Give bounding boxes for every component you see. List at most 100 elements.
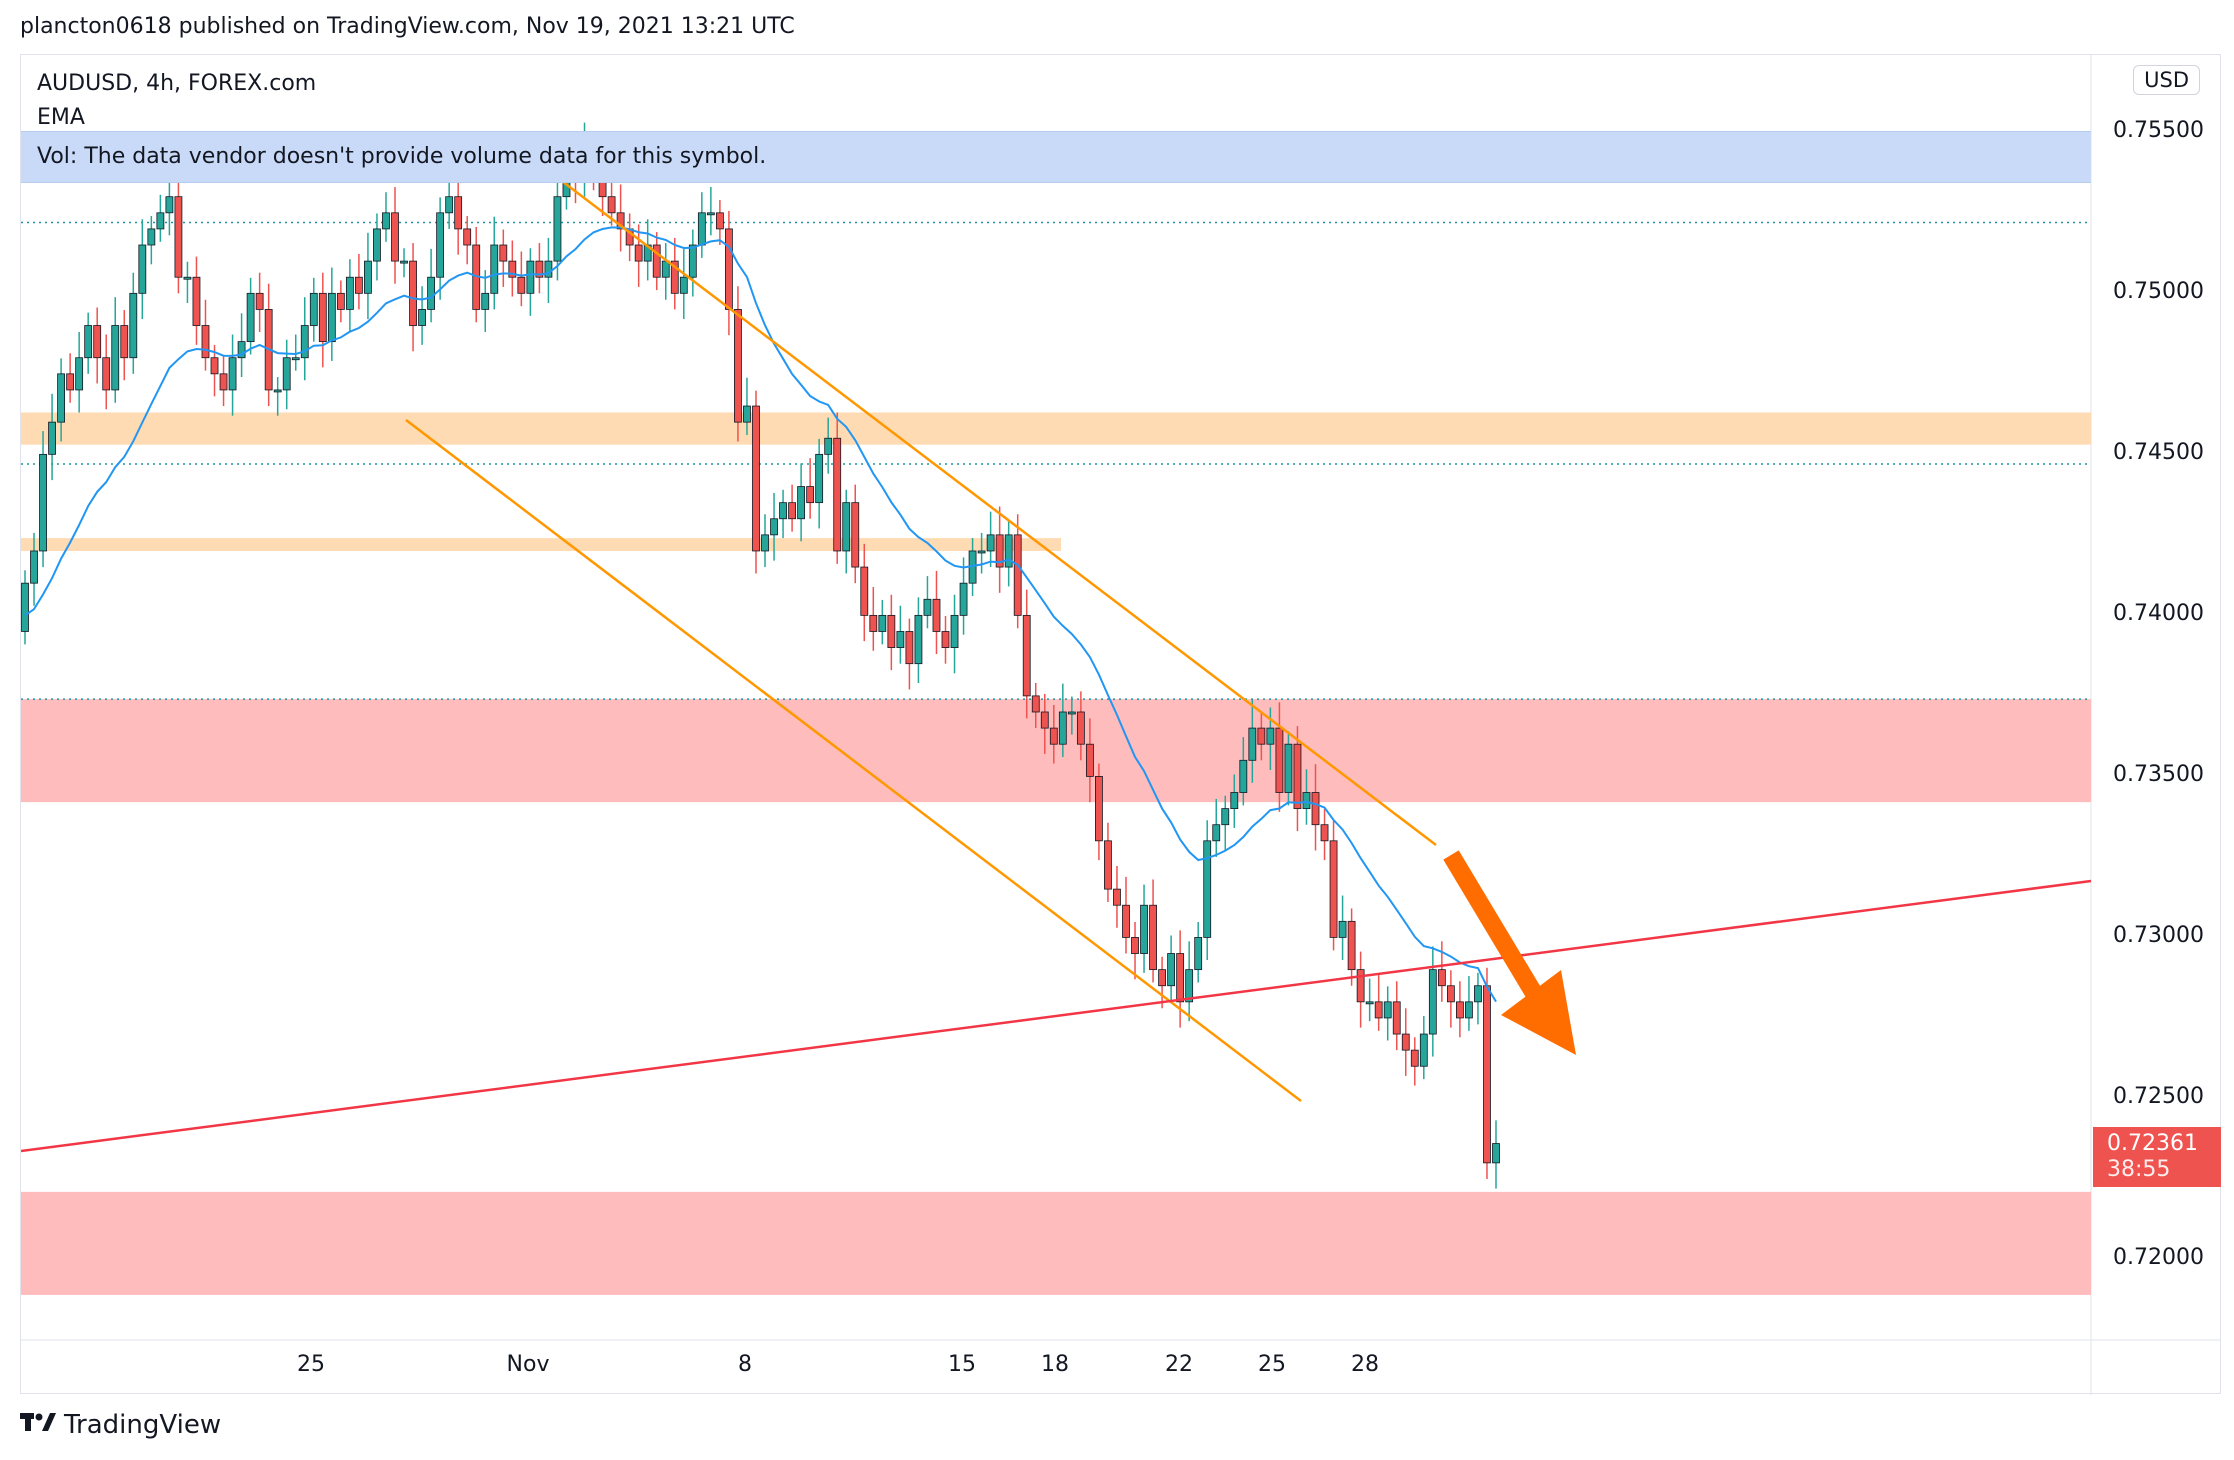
candle[interactable] [75,331,84,413]
candle[interactable] [1239,737,1248,806]
candle[interactable] [30,532,38,606]
candle[interactable] [499,229,508,287]
candle[interactable] [1058,683,1067,758]
footer-brand[interactable]: TradingView [20,1410,221,1440]
candle[interactable] [824,417,833,474]
candle[interactable] [66,353,75,403]
candle[interactable] [1149,879,1157,983]
candle[interactable] [1085,718,1094,803]
candle[interactable] [1474,972,1482,1025]
chart-frame[interactable]: AUDUSD, 4h, FOREX.com EMA Vol: The data … [20,54,2221,1395]
candle[interactable] [806,458,815,519]
candle[interactable] [364,232,372,320]
candle[interactable] [282,339,291,410]
candle[interactable] [1113,865,1121,928]
candle[interactable] [273,377,282,416]
candle[interactable] [39,431,47,568]
candle[interactable] [815,438,824,529]
candle[interactable] [788,484,796,532]
candle[interactable] [1311,764,1320,851]
candle[interactable] [535,243,544,294]
chart-plot[interactable] [21,55,2221,1395]
candle[interactable] [436,197,445,300]
candle[interactable] [706,187,715,236]
candle[interactable] [1356,951,1365,1028]
candle[interactable] [643,219,652,281]
candle[interactable] [616,184,625,252]
candle[interactable] [1022,589,1031,719]
candle[interactable] [995,506,1004,593]
candle[interactable] [661,243,670,300]
candle[interactable] [138,219,147,320]
candle[interactable] [156,194,165,242]
candle[interactable] [1410,1037,1419,1086]
candle[interactable] [1392,981,1401,1051]
candle[interactable] [129,272,138,374]
candle[interactable] [1131,921,1139,980]
candle[interactable] [445,176,454,229]
candle[interactable] [291,334,300,371]
candle[interactable] [409,243,417,352]
candle[interactable] [418,286,426,345]
candle[interactable] [1104,822,1112,903]
candle[interactable] [1428,946,1437,1057]
candle[interactable] [986,511,995,568]
candle[interactable] [1383,986,1392,1041]
candle[interactable] [400,248,408,278]
candle[interactable] [336,280,345,323]
candle[interactable] [1257,712,1266,761]
candle[interactable] [887,594,896,671]
candle[interactable] [869,587,878,651]
candle[interactable] [1320,809,1329,861]
candle[interactable] [327,267,336,361]
currency-button[interactable]: USD [2133,65,2200,95]
candle[interactable] [93,307,102,384]
candle[interactable] [165,173,174,236]
candle[interactable] [833,412,842,564]
candle[interactable] [941,616,950,664]
candle[interactable] [48,393,56,481]
candle[interactable] [264,283,273,407]
candle[interactable] [174,168,183,294]
candle[interactable] [1347,908,1356,986]
candle[interactable] [743,377,751,436]
candle[interactable] [634,224,643,287]
candle[interactable] [318,272,327,368]
candle[interactable] [1329,820,1338,951]
candle[interactable] [1302,769,1311,825]
candle[interactable] [237,313,246,378]
candle[interactable] [1446,970,1455,1028]
candle[interactable] [1185,941,1194,1022]
candle[interactable] [309,277,318,342]
candle[interactable] [1167,935,1176,1002]
candle[interactable] [490,216,499,310]
candle[interactable] [1483,967,1491,1179]
candle[interactable] [517,251,526,307]
candle[interactable] [1194,921,1203,983]
candle[interactable] [1465,976,1473,1031]
candle[interactable] [977,532,986,574]
candle[interactable] [625,213,634,262]
candle[interactable] [84,312,93,374]
candle[interactable] [851,484,860,584]
candle[interactable] [1013,514,1022,629]
candle[interactable] [391,187,399,284]
candle[interactable] [734,286,742,442]
candle[interactable] [1176,930,1185,1028]
candle[interactable] [715,199,724,246]
candle[interactable] [1374,973,1383,1031]
candle[interactable] [345,259,354,332]
candle[interactable] [1401,1008,1410,1076]
candle[interactable] [770,492,778,561]
candle[interactable] [246,277,255,355]
candle[interactable] [147,216,156,265]
candle[interactable] [1203,820,1212,960]
candle[interactable] [111,297,120,403]
candle[interactable] [1031,683,1040,729]
candle[interactable] [779,489,787,539]
candle[interactable] [1067,696,1076,735]
candle[interactable] [914,597,923,684]
symbol-legend[interactable]: AUDUSD, 4h, FOREX.com [37,71,317,96]
candle[interactable] [688,229,697,297]
candle[interactable] [57,358,65,442]
